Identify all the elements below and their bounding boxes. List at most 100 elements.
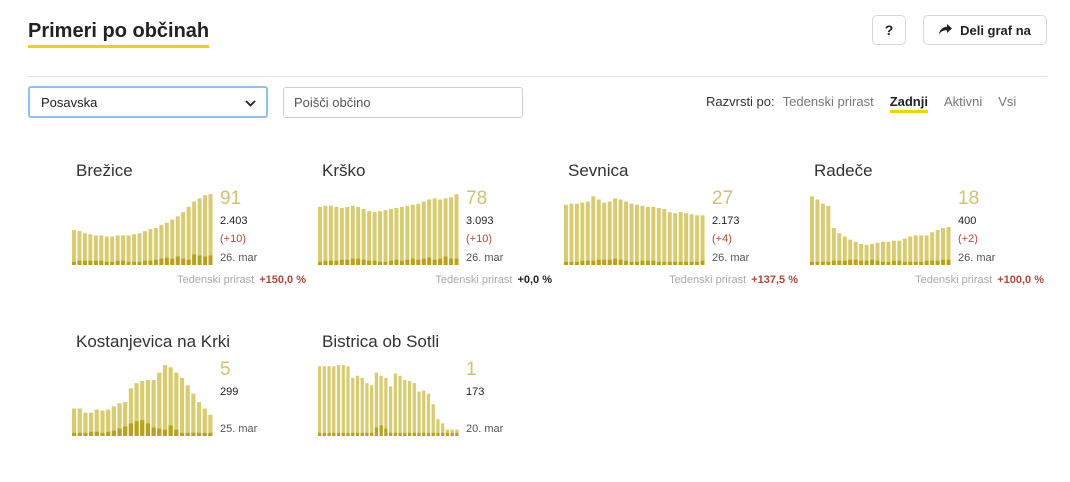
last-update-date: 26. mar	[220, 252, 258, 264]
chart-bar-new	[334, 260, 339, 265]
chart-bar	[341, 365, 345, 436]
chart-bar-new	[618, 259, 623, 265]
municipality-card[interactable]: Radeče 18 400 (+2) 26. mar Tedenski prirast +1…	[810, 161, 1054, 311]
municipality-card[interactable]: Sevnica 27 2.173 (+4) 26. mar Tedenski priras…	[564, 161, 808, 311]
chart-bar-new	[881, 261, 885, 265]
chart-bar	[399, 206, 404, 265]
sort-option-active[interactable]: Aktivni	[943, 94, 983, 109]
sort-option-latest[interactable]: Zadnji	[889, 94, 928, 113]
chart-bar	[656, 207, 661, 265]
chart-bar	[339, 207, 344, 265]
chart-bar	[891, 240, 896, 265]
chart-bar	[417, 391, 421, 436]
chart-bar-new	[585, 260, 590, 265]
chart-bar	[875, 242, 880, 265]
chart-bar	[700, 215, 705, 265]
chart-bar-new	[635, 261, 639, 265]
chart-bar-new	[831, 260, 836, 265]
header-divider	[28, 76, 1047, 77]
chart-bar-new	[613, 258, 618, 265]
chart-bar-new	[810, 261, 814, 265]
chart-bar	[372, 212, 377, 265]
chart-bar	[449, 197, 454, 265]
municipality-card[interactable]: Brežice 91 2.403 (+10) 26. mar Tedenski prira…	[72, 161, 316, 311]
chart-bar	[72, 408, 77, 436]
daily-change-value: (+4)	[712, 233, 732, 245]
chart-bar-new	[651, 260, 656, 265]
chart-bar	[416, 203, 421, 265]
chart-bar-new	[181, 258, 186, 265]
chart-bar-new	[602, 259, 607, 265]
chart-bar-new	[416, 259, 421, 265]
chart-bar	[93, 235, 98, 265]
help-button[interactable]: ?	[872, 15, 906, 45]
weekly-growth: Tedenski prirast +100,0 %	[915, 274, 1044, 286]
chart-bar	[389, 386, 393, 436]
sort-option-weekly-growth[interactable]: Tedenski prirast	[782, 94, 874, 109]
chart-bar	[115, 235, 120, 265]
chart-bar	[164, 222, 169, 265]
chart-bar-new	[151, 427, 156, 436]
chart-bar-new	[875, 260, 880, 265]
chart-bar-new	[569, 261, 574, 265]
chart-bar-new	[132, 261, 137, 265]
chart-bar-new	[398, 432, 402, 436]
chart-bar-new	[378, 261, 383, 265]
chart-bar-new	[432, 259, 437, 265]
chart-bar	[151, 379, 156, 436]
municipality-card[interactable]: Krško 78 3.093 (+10) 26. mar Tedenski prirast…	[318, 161, 562, 311]
share-button[interactable]: Deli graf na	[923, 15, 1047, 45]
municipality-card[interactable]: Bistrica ob Sotli 1 173 20. mar	[318, 332, 562, 482]
chart-bar-new	[350, 258, 355, 265]
share-button-label: Deli graf na	[960, 22, 1031, 38]
chart-bar-new	[164, 257, 169, 265]
chart-bar-new	[394, 259, 399, 265]
chart-bar-new	[339, 259, 344, 265]
chart-bar-new	[356, 258, 361, 265]
chart-bar	[820, 203, 825, 265]
chart-bar	[208, 194, 213, 265]
chart-bar-new	[360, 432, 364, 436]
chart-bar	[379, 375, 383, 436]
chart-bar	[370, 385, 374, 436]
chart-bar	[143, 231, 147, 265]
chart-bar	[179, 377, 185, 436]
sort-option-all[interactable]: Vsi	[998, 94, 1017, 109]
chart-bar	[123, 402, 128, 436]
chart-bar-new	[104, 261, 109, 265]
chart-bar-new	[185, 432, 190, 436]
chart-bar	[77, 231, 82, 265]
chart-bar-new	[405, 259, 410, 265]
chart-bar	[667, 212, 672, 265]
chart-bar	[126, 235, 131, 265]
chart-bar	[117, 403, 122, 436]
active-cases-value: 18	[958, 188, 980, 209]
chart-bar-new	[441, 432, 445, 436]
chart-bar-new	[837, 260, 842, 265]
region-select[interactable]: Posavska	[28, 86, 268, 118]
chart-bar	[336, 365, 341, 436]
chart-bar	[94, 409, 99, 436]
chart-bar-new	[455, 432, 459, 436]
chart-bar	[323, 205, 328, 265]
chart-bar	[405, 205, 410, 265]
chart-bar-new	[140, 420, 145, 436]
municipality-card[interactable]: Kostanjevica na Krki 5 299 25. mar	[72, 332, 316, 482]
chart-bar-new	[168, 425, 173, 436]
chart-bar	[106, 409, 111, 436]
chart-bar	[355, 375, 360, 436]
chart-bar-new	[820, 261, 825, 265]
chart-bar-new	[695, 261, 700, 265]
weekly-growth: Tedenski prirast +0,0 %	[435, 274, 552, 286]
chart-bar-new	[365, 432, 369, 436]
last-update-date: 26. mar	[712, 252, 750, 264]
municipality-search-input[interactable]	[283, 87, 523, 118]
chart-bar	[137, 233, 142, 265]
chart-bar	[186, 206, 191, 265]
chart-bar-new	[77, 432, 82, 436]
chart-bar-new	[431, 432, 435, 436]
chart-bar-new	[208, 432, 213, 436]
chart-bar	[427, 199, 432, 265]
chart-bar	[159, 224, 164, 265]
chart-bar	[842, 236, 847, 265]
